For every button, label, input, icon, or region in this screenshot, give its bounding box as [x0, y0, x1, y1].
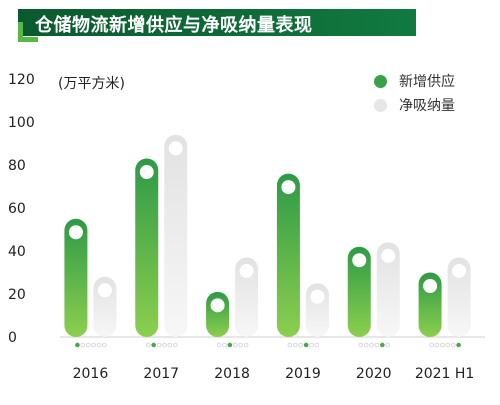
bar-top-marker — [310, 289, 325, 304]
y-tick-label: 120 — [8, 72, 35, 88]
legend-item-absorption: 净吸纳量 — [374, 93, 455, 117]
y-axis-unit: (万平方米) — [58, 76, 125, 92]
pager-dot — [172, 342, 178, 348]
bar-top-marker — [68, 225, 83, 240]
bar-supply-2016 — [64, 218, 88, 337]
bar-absorption-2017 — [164, 134, 188, 337]
pager-dot — [369, 342, 374, 348]
x-tick-label: 2018 — [214, 366, 250, 382]
pager-dot — [156, 342, 162, 348]
title-bar — [18, 9, 416, 36]
pager-dot — [385, 342, 391, 348]
pager-dot — [85, 342, 91, 348]
pager-dot — [80, 342, 86, 348]
pager-dot — [222, 342, 227, 348]
pager-dot — [358, 342, 364, 348]
pager-dot — [380, 342, 385, 348]
pager-dot — [162, 342, 167, 348]
pager-dot — [232, 342, 238, 348]
pager-dot — [145, 342, 151, 348]
pager-dot — [96, 342, 102, 348]
pager-dot — [227, 342, 233, 348]
pager-dot — [293, 342, 298, 348]
bar-top-marker — [452, 263, 467, 278]
legend-swatch-absorption — [374, 98, 387, 112]
legend-label-supply: 新增供应 — [399, 74, 455, 90]
legend-swatch-supply — [374, 74, 387, 88]
bar-top-marker — [97, 283, 112, 298]
pager-dot — [456, 342, 461, 348]
bar-top-marker — [423, 279, 438, 293]
legend-item-supply: 新增供应 — [374, 69, 455, 93]
bar-absorption-2021-H1 — [447, 257, 471, 337]
bar-top-marker — [210, 298, 225, 313]
y-tick-label: 80 — [8, 158, 26, 174]
bar-absorption-2020 — [376, 242, 400, 337]
pager-dot — [243, 342, 249, 348]
y-tick-label: 0 — [8, 330, 17, 346]
legend: 新增供应 净吸纳量 — [374, 69, 455, 117]
bar-top-marker — [281, 180, 296, 195]
pager-dot — [238, 342, 243, 348]
x-tick-label: 2016 — [73, 366, 109, 382]
title-corner-decoration — [18, 22, 38, 42]
bar-top-marker — [139, 165, 154, 180]
pager-dot — [75, 342, 80, 348]
chart-title: 仓储物流新增供应与净吸纳量表现 — [35, 15, 313, 36]
pager-dot — [91, 342, 96, 348]
y-tick-label: 40 — [8, 244, 26, 260]
bar-absorption-2018 — [235, 257, 259, 337]
x-tick-label: 2020 — [356, 366, 392, 382]
pager-dot — [287, 342, 293, 348]
bar-supply-2017 — [135, 158, 159, 337]
pager-dot — [216, 342, 222, 348]
pager-dot — [440, 342, 445, 348]
pager-dot — [102, 342, 107, 348]
pager-dot — [429, 342, 434, 348]
bar-supply-2020 — [347, 246, 371, 337]
pager-dot — [374, 342, 380, 348]
x-tick-label: 2017 — [143, 366, 179, 382]
pager-dot — [450, 342, 456, 348]
x-tick-label: 2021 H1 — [415, 366, 475, 382]
pager-dot — [445, 342, 451, 348]
pager-dot — [298, 342, 304, 348]
bar-supply-2019 — [276, 173, 300, 337]
pager-dot — [167, 342, 173, 348]
y-tick-label: 100 — [8, 115, 35, 131]
pager-dot — [363, 342, 369, 348]
bar-top-marker — [352, 253, 367, 268]
bar-top-marker — [168, 141, 183, 156]
legend-label-absorption: 净吸纳量 — [399, 98, 455, 114]
bar-top-marker — [381, 248, 396, 263]
pager-dot — [314, 342, 320, 348]
bar-top-marker — [239, 263, 254, 278]
y-tick-label: 20 — [8, 287, 26, 303]
y-tick-label: 60 — [8, 201, 26, 217]
pager-dot — [309, 342, 314, 348]
pager-dot — [434, 342, 440, 348]
pager-dot — [303, 342, 309, 348]
x-tick-label: 2019 — [285, 366, 321, 382]
pager-dot — [151, 342, 156, 348]
